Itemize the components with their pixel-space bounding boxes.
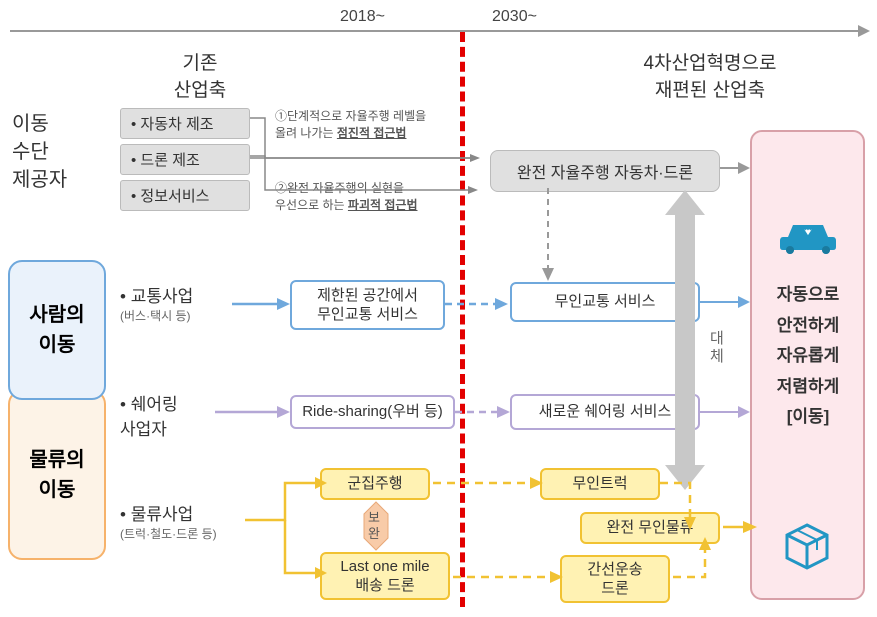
category-people: 사람의 이동 (8, 260, 106, 400)
box-limited-space: 제한된 공간에서 무인교통 서비스 (290, 280, 445, 330)
note-incremental: ①단계적으로 자율주행 레벨을 올려 나가는 점진적 접근법 (275, 108, 455, 142)
box-ridesharing: Ride-sharing(우버 등) (290, 395, 455, 429)
right-panel-text: 자동으로 안전하게 자유롭게 저렴하게 [이동] (758, 280, 858, 433)
category-logistics-label: 물류의 이동 (29, 445, 84, 505)
replace-label: 대 체 (710, 330, 726, 366)
box-car-mfg: 자동차 제조 (120, 108, 250, 139)
svg-text:♥: ♥ (805, 227, 811, 238)
box-logistics-biz: 물류사업 (트럭·철도·드론 등) (120, 500, 280, 542)
car-icon: ♥ (778, 215, 838, 255)
box-platoon: 군집주행 (320, 468, 430, 500)
divider-line (460, 32, 465, 607)
year-2018: 2018~ (340, 8, 385, 26)
transport-label: 교통사업 (120, 287, 193, 306)
box-lastmile: Last one mile 배송 드론 (320, 552, 450, 600)
logistics-sublabel: (트럭·철도·드론 등) (120, 527, 217, 541)
category-logistics: 물류의 이동 (8, 390, 106, 560)
header-existing: 기존 산업축 (140, 48, 260, 102)
replace-arrow (660, 190, 710, 490)
arrow-auto-down (540, 188, 556, 282)
header-future: 4차산업혁명으로 재편된 산업축 (600, 48, 820, 102)
category-people-label: 사람의 이동 (29, 300, 84, 360)
note-disruptive: ②완전 자율주행의 실현을 우선으로 하는 파괴적 접근법 (275, 180, 455, 214)
label-provider: 이동 수단 제공자 (12, 110, 67, 194)
arrow-newshare-right (700, 404, 750, 420)
box-trunk-drone: 간선운송 드론 (560, 555, 670, 603)
arrow-auto-right (720, 160, 750, 176)
arrow-unmanned-right (700, 294, 750, 310)
box-info-svc: 정보서비스 (120, 180, 250, 211)
arrow-limited-unmanned (445, 296, 510, 312)
sharing-label: 쉐어링 사업자 (120, 390, 178, 440)
supplement-label: 보 완 (368, 510, 380, 541)
package-icon (782, 520, 832, 570)
logistics-label: 물류사업 (120, 505, 193, 524)
box-sharing-biz: 쉐어링 사업자 (120, 390, 270, 440)
box-unmanned-transport: 무인교통 서비스 (510, 282, 700, 322)
box-unmanned-truck: 무인트럭 (540, 468, 660, 500)
transport-sublabel: (버스·택시 등) (120, 309, 191, 323)
timeline-axis (10, 30, 862, 32)
box-transport-biz: 교통사업 (버스·택시 등) (120, 282, 270, 324)
box-full-auto: 완전 자율주행 자동차·드론 (490, 150, 720, 192)
box-drone-mfg: 드론 제조 (120, 144, 250, 175)
year-2030: 2030~ (492, 8, 537, 26)
box-full-logistics: 완전 무인물류 (580, 512, 720, 544)
box-new-sharing: 새로운 쉐어링 서비스 (510, 394, 700, 430)
